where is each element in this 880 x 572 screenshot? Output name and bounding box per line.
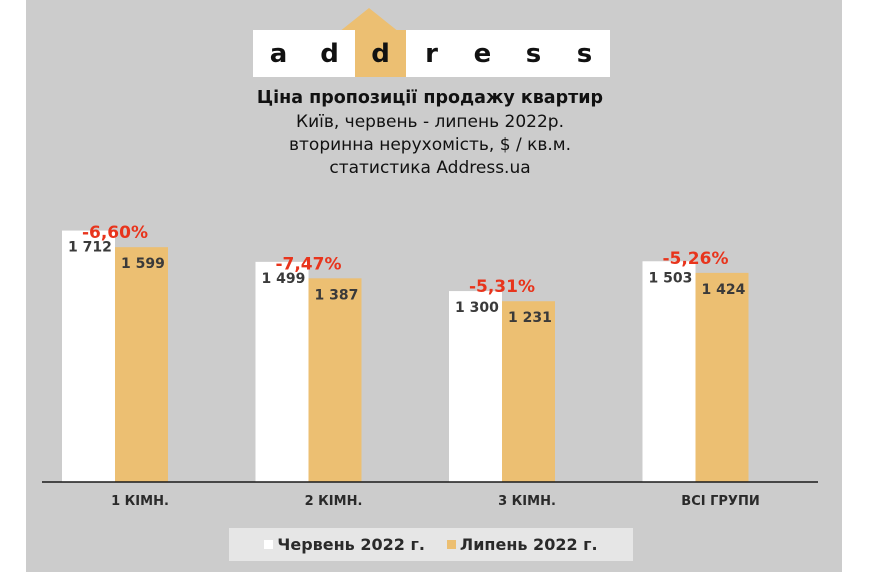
value-label-july: 1 424 [702, 282, 746, 298]
legend-swatch-june [264, 540, 274, 549]
logo-roof-icon [339, 8, 399, 32]
logo-letter: s [525, 38, 542, 69]
bar-july [308, 278, 362, 482]
chart-legend: Червень 2022 г. Липень 2022 г. [229, 528, 633, 561]
legend-swatch-july [446, 540, 456, 549]
logo-letter: a [269, 38, 288, 69]
value-label-july: 1 231 [508, 310, 552, 326]
value-label-july: 1 387 [315, 287, 359, 303]
legend-label-june: Червень 2022 г. [277, 535, 425, 554]
bar-june [255, 261, 309, 482]
value-label-july: 1 599 [121, 256, 165, 272]
bar-july [695, 272, 749, 482]
legend-item-june: Червень 2022 г. [264, 535, 425, 554]
logo-letter: s [576, 38, 593, 69]
category-label: ВСІ ГРУПИ [681, 494, 759, 509]
bar-june [642, 261, 696, 482]
legend-label-july: Липень 2022 г. [459, 535, 598, 554]
bar-july [115, 247, 168, 482]
change-label: -5,31% [469, 277, 535, 297]
chart-subtitle-period: Київ, червень - липень 2022р. [296, 112, 564, 132]
change-label: -5,26% [662, 249, 728, 269]
category-label: 3 КІМН. [498, 494, 556, 509]
value-label-june: 1 300 [455, 300, 499, 316]
category-label: 1 КІМН. [111, 494, 169, 509]
legend-item-july: Липень 2022 г. [446, 535, 598, 554]
bar-june [449, 291, 502, 482]
chart-subtitle-source: статистика Address.ua [329, 158, 531, 178]
category-label: 2 КІМН. [305, 494, 363, 509]
chart-subtitle-units: вторинна нерухомість, $ / кв.м. [289, 135, 571, 155]
value-label-june: 1 503 [649, 270, 693, 286]
value-label-june: 1 712 [68, 240, 112, 256]
logo-letter: e [473, 38, 492, 69]
chart-title: Ціна пропозиції продажу квартир [256, 88, 604, 108]
value-label-june: 1 499 [262, 271, 306, 287]
logo-letter-highlighted: d [355, 30, 406, 77]
address-logo: a d d r e s s [253, 30, 610, 77]
bar-june [62, 230, 115, 482]
change-label: -6,60% [82, 223, 148, 243]
bar-july [502, 301, 555, 482]
change-label: -7,47% [275, 254, 341, 274]
logo-letter: r [425, 38, 438, 69]
logo-letter: d [320, 38, 339, 69]
